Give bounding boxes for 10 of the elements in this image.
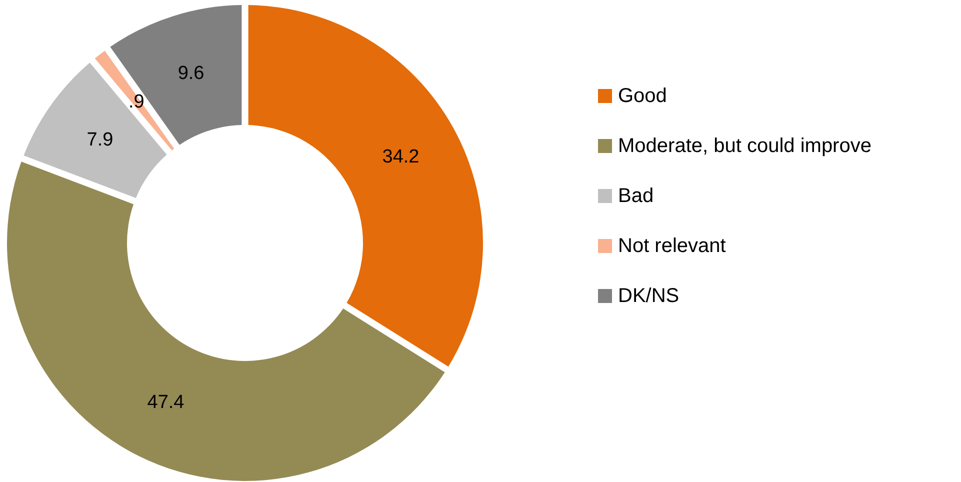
data-label: 7.9 — [86, 129, 114, 150]
data-label: 9.6 — [178, 62, 204, 84]
data-label: 47.4 — [147, 392, 185, 413]
data-label: .9 — [128, 91, 144, 112]
data-label: 34.2 — [382, 146, 420, 168]
legend-label: DK/NS — [618, 285, 680, 307]
legend-label: Not relevant — [618, 235, 726, 257]
legend-label: Moderate, but could improve — [618, 135, 872, 157]
legend-label: Good — [618, 85, 667, 107]
legend-label: Bad — [618, 185, 654, 207]
